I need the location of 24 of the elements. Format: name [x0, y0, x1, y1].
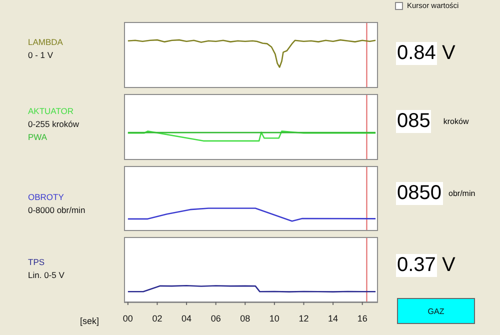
- text: 0.37 V: [396, 254, 456, 277]
- text: LAMBDA: [28, 36, 63, 49]
- text: 085 kroków: [396, 110, 469, 133]
- text: TPS: [28, 256, 46, 269]
- text: AKTUATOR: [28, 105, 74, 118]
- text: 0850 obr/min: [396, 182, 476, 205]
- x-tick-label: 12: [298, 313, 309, 324]
- y-axis-title: Lin. 0-5 V: [28, 269, 64, 282]
- text: 0.84 V: [396, 42, 456, 65]
- x-tick-label: 08: [240, 313, 250, 324]
- x-tick-label: 06: [210, 313, 221, 324]
- x-axis-title: [sek]: [80, 316, 100, 326]
- y-axis-title: 0 - 1 V: [28, 49, 54, 62]
- x-tick-label: 02: [152, 313, 162, 324]
- x-tick-label: 14: [328, 313, 338, 324]
- y-axis-title: 0-255 kroków: [28, 118, 80, 131]
- text: OBROTY: [28, 191, 65, 204]
- x-tick-label: 10: [269, 313, 280, 324]
- y-axis-title: 0-8000 obr/min: [28, 204, 86, 217]
- button: GAZ: [397, 298, 475, 324]
- x-tick-label: 16: [357, 313, 368, 324]
- x-tick-label: 04: [182, 313, 192, 324]
- text: PWA: [28, 131, 48, 144]
- x-tick-label: 00: [122, 313, 133, 324]
